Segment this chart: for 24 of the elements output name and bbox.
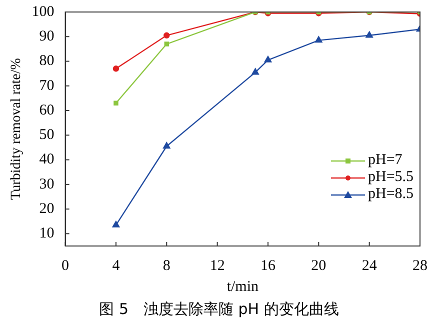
y-tick-label: 100 — [32, 4, 54, 20]
x-tick-label: 16 — [260, 258, 276, 274]
y-axis-title: Turbidity removal rate/% — [9, 58, 24, 200]
y-tick-label: 60 — [39, 102, 54, 118]
y-tick-label: 40 — [39, 152, 54, 168]
x-tick-label: 4 — [112, 258, 120, 274]
x-tick-label: 0 — [62, 258, 70, 274]
x-tick-label: 20 — [311, 258, 326, 274]
y-tick-label: 50 — [39, 127, 54, 144]
legend-label: pH=5.5 — [368, 169, 414, 186]
y-tick-label: 80 — [39, 53, 54, 70]
y-tick-label: 30 — [39, 176, 54, 192]
y-tick-label: 90 — [39, 28, 54, 45]
y-tick-label: 10 — [39, 226, 54, 242]
y-tick-label: 70 — [39, 78, 54, 94]
text: 图 5 浊度去除率随 pH 的变化曲线 — [98, 300, 340, 319]
x-tick-label: 24 — [362, 258, 378, 274]
x-tick-label: 12 — [210, 258, 225, 274]
y-tick-label: 20 — [39, 200, 54, 217]
legend-label: pH=7 — [368, 152, 402, 170]
x-axis-title: t/min — [226, 278, 259, 295]
legend-label: pH=8.5 — [368, 186, 414, 204]
x-tick-label: 28 — [412, 258, 428, 274]
x-tick-label: 8 — [162, 258, 170, 274]
